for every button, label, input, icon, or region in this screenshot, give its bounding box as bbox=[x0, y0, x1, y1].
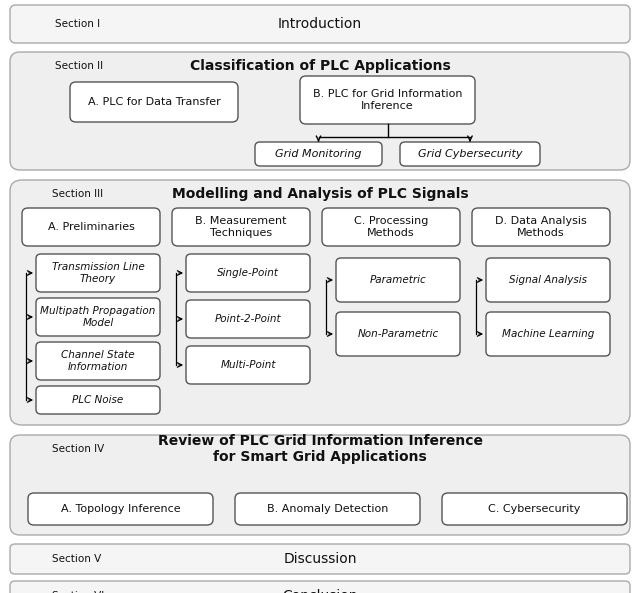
FancyBboxPatch shape bbox=[322, 208, 460, 246]
FancyBboxPatch shape bbox=[486, 258, 610, 302]
Text: B. Anomaly Detection: B. Anomaly Detection bbox=[267, 504, 388, 514]
Text: Conclusion: Conclusion bbox=[282, 589, 358, 593]
FancyBboxPatch shape bbox=[300, 76, 475, 124]
Text: Section V: Section V bbox=[52, 554, 101, 564]
Text: Modelling and Analysis of PLC Signals: Modelling and Analysis of PLC Signals bbox=[172, 187, 468, 201]
Text: Section IV: Section IV bbox=[52, 444, 104, 454]
Text: Introduction: Introduction bbox=[278, 17, 362, 31]
Text: D. Data Analysis
Methods: D. Data Analysis Methods bbox=[495, 216, 587, 238]
Text: C. Cybersecurity: C. Cybersecurity bbox=[488, 504, 580, 514]
FancyBboxPatch shape bbox=[10, 581, 630, 593]
Text: Machine Learning: Machine Learning bbox=[502, 329, 594, 339]
FancyBboxPatch shape bbox=[10, 5, 630, 43]
Text: Classification of PLC Applications: Classification of PLC Applications bbox=[189, 59, 451, 73]
FancyBboxPatch shape bbox=[36, 298, 160, 336]
FancyBboxPatch shape bbox=[235, 493, 420, 525]
Text: Grid Monitoring: Grid Monitoring bbox=[275, 149, 362, 159]
Text: B. PLC for Grid Information
Inference: B. PLC for Grid Information Inference bbox=[313, 89, 462, 111]
Text: Review of PLC Grid Information Inference
for Smart Grid Applications: Review of PLC Grid Information Inference… bbox=[157, 434, 483, 464]
FancyBboxPatch shape bbox=[472, 208, 610, 246]
FancyBboxPatch shape bbox=[336, 312, 460, 356]
Text: Transmission Line
Theory: Transmission Line Theory bbox=[52, 262, 145, 284]
Text: B. Measurement
Techniques: B. Measurement Techniques bbox=[195, 216, 287, 238]
Text: Grid Cybersecurity: Grid Cybersecurity bbox=[418, 149, 522, 159]
Text: Channel State
Information: Channel State Information bbox=[61, 350, 135, 372]
FancyBboxPatch shape bbox=[10, 435, 630, 535]
Text: A. PLC for Data Transfer: A. PLC for Data Transfer bbox=[88, 97, 220, 107]
Text: Multipath Propagation
Model: Multipath Propagation Model bbox=[40, 306, 156, 328]
Text: Section III: Section III bbox=[52, 189, 103, 199]
FancyBboxPatch shape bbox=[10, 544, 630, 574]
Text: Single-Point: Single-Point bbox=[217, 268, 279, 278]
Text: A. Preliminaries: A. Preliminaries bbox=[47, 222, 134, 232]
Text: Point-2-Point: Point-2-Point bbox=[214, 314, 282, 324]
FancyBboxPatch shape bbox=[172, 208, 310, 246]
FancyBboxPatch shape bbox=[255, 142, 382, 166]
FancyBboxPatch shape bbox=[486, 312, 610, 356]
Text: Non-Parametric: Non-Parametric bbox=[357, 329, 438, 339]
Text: Section VI: Section VI bbox=[52, 591, 104, 593]
FancyBboxPatch shape bbox=[22, 208, 160, 246]
FancyBboxPatch shape bbox=[10, 52, 630, 170]
FancyBboxPatch shape bbox=[186, 346, 310, 384]
FancyBboxPatch shape bbox=[186, 254, 310, 292]
Text: Section II: Section II bbox=[55, 61, 103, 71]
FancyBboxPatch shape bbox=[36, 342, 160, 380]
Text: A. Topology Inference: A. Topology Inference bbox=[61, 504, 180, 514]
Text: Parametric: Parametric bbox=[370, 275, 426, 285]
FancyBboxPatch shape bbox=[10, 180, 630, 425]
FancyBboxPatch shape bbox=[36, 386, 160, 414]
FancyBboxPatch shape bbox=[70, 82, 238, 122]
FancyBboxPatch shape bbox=[28, 493, 213, 525]
FancyBboxPatch shape bbox=[186, 300, 310, 338]
Text: Section I: Section I bbox=[55, 19, 100, 29]
Text: Discussion: Discussion bbox=[284, 552, 356, 566]
Text: Multi-Point: Multi-Point bbox=[220, 360, 276, 370]
Text: PLC Noise: PLC Noise bbox=[72, 395, 124, 405]
FancyBboxPatch shape bbox=[442, 493, 627, 525]
Text: C. Processing
Methods: C. Processing Methods bbox=[354, 216, 428, 238]
FancyBboxPatch shape bbox=[400, 142, 540, 166]
FancyBboxPatch shape bbox=[36, 254, 160, 292]
Text: Signal Analysis: Signal Analysis bbox=[509, 275, 587, 285]
FancyBboxPatch shape bbox=[336, 258, 460, 302]
